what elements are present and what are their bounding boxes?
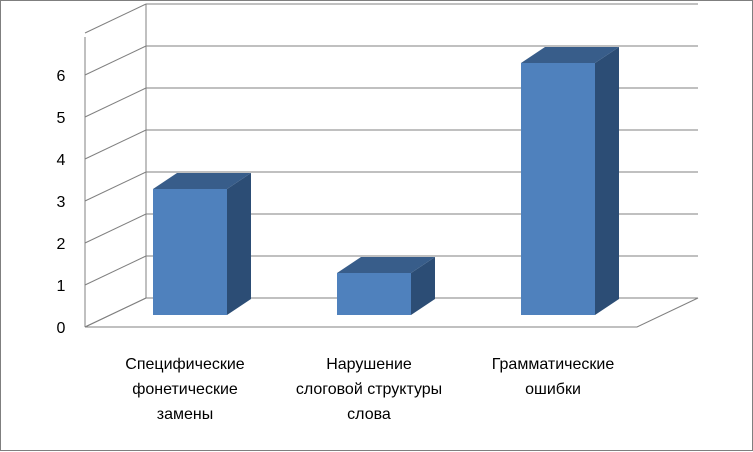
bar-side xyxy=(227,173,251,315)
bar-top xyxy=(521,47,619,63)
x-category-label: ошибки xyxy=(525,381,581,398)
y-tick-label: 5 xyxy=(57,110,66,127)
bar-top xyxy=(337,257,435,273)
floor xyxy=(84,297,699,328)
y-tick-label: 2 xyxy=(57,236,66,253)
side-gridline xyxy=(84,45,147,76)
bar xyxy=(337,273,411,315)
x-category-label: Грамматические xyxy=(492,356,615,373)
x-category-label: фонетические xyxy=(132,381,238,398)
y-tick-label: 0 xyxy=(57,320,66,337)
side-gridline xyxy=(84,87,147,118)
side-gridline xyxy=(84,3,147,34)
y-tick-label: 1 xyxy=(57,278,66,295)
bar-side xyxy=(411,257,435,315)
bar-side xyxy=(595,47,619,315)
y-tick-label: 3 xyxy=(57,194,66,211)
bar-top xyxy=(153,173,251,189)
x-category-label: замены xyxy=(157,406,213,423)
side-gridline xyxy=(84,129,147,160)
y-tick-label: 6 xyxy=(57,68,66,85)
bar xyxy=(521,63,595,315)
x-category-label: Специфические xyxy=(125,356,244,373)
side-gridline xyxy=(84,255,147,286)
side-gridline xyxy=(84,171,147,202)
x-category-label: Нарушение xyxy=(326,356,412,373)
side-gridline xyxy=(84,213,147,244)
y-tick-label: 4 xyxy=(57,152,66,169)
bar xyxy=(153,189,227,315)
x-category-label: слова xyxy=(347,406,391,423)
x-category-label: слоговой структуры xyxy=(296,381,442,398)
